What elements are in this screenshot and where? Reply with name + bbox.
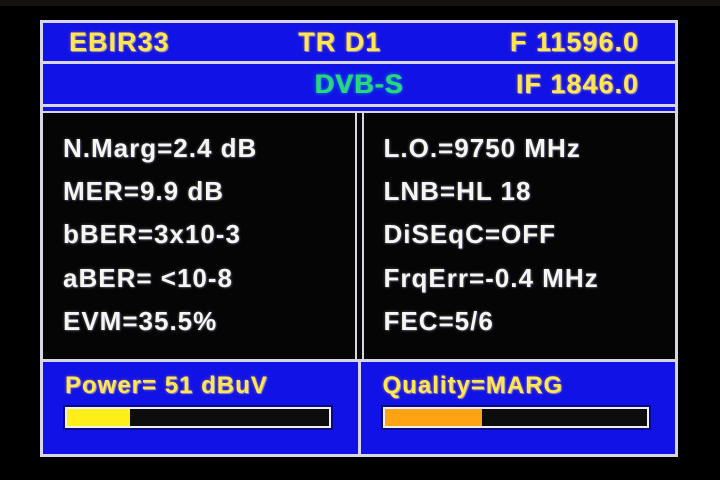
if-frequency-value: IF 1846.0 (515, 68, 639, 99)
lnb-readout: LNB=HL 18 (383, 176, 532, 207)
meter-display: EBIR33 TR D1 F 11596.0 DVB-S IF 1846.0 N… (40, 20, 678, 457)
freq-error-readout: FrqErr=-0.4 MHz (383, 262, 599, 293)
signal-standard: DVB-S (314, 68, 404, 99)
power-label: Power= 51 dBuV (65, 372, 268, 399)
header-main-gap (43, 107, 675, 111)
quality-label: Quality=MARG (382, 372, 564, 399)
power-bar-fill (67, 409, 130, 426)
crt-edge-artifact (0, 0, 720, 6)
power-meter: Power= 51 dBuV (43, 362, 361, 454)
measurement-area: N.Marg=2.4 dB MER=9.9 dB bBER=3x10-3 aBE… (43, 111, 675, 362)
quality-bar-fill (384, 409, 482, 426)
measurement-panel-left: N.Marg=2.4 dB MER=9.9 dB bBER=3x10-3 aBE… (43, 113, 357, 359)
header-row-2: DVB-S IF 1846.0 (43, 64, 675, 107)
aber-readout: aBER= <10-8 (63, 262, 233, 293)
noise-margin-readout: N.Marg=2.4 dB (63, 133, 258, 164)
header-row-1: EBIR33 TR D1 F 11596.0 (43, 23, 675, 64)
transponder-label: TR D1 (298, 26, 382, 57)
quality-bar-track (382, 407, 649, 428)
fec-readout: FEC=5/6 (383, 305, 494, 336)
lo-frequency-readout: L.O.=9750 MHz (383, 133, 581, 164)
frequency-value: F 11596.0 (509, 26, 639, 57)
bber-readout: bBER=3x10-3 (63, 219, 241, 250)
diseqc-readout: DiSEqC=OFF (383, 219, 557, 250)
meter-bars-area: Power= 51 dBuV Quality=MARG (43, 362, 675, 454)
mer-readout: MER=9.9 dB (63, 176, 224, 207)
evm-readout: EVM=35.5% (63, 305, 218, 336)
power-bar-track (65, 407, 332, 428)
measurement-panel-right: L.O.=9750 MHz LNB=HL 18 DiSEqC=OFF FrqEr… (361, 113, 675, 359)
channel-name: EBIR33 (69, 26, 170, 57)
quality-meter: Quality=MARG (361, 362, 676, 454)
